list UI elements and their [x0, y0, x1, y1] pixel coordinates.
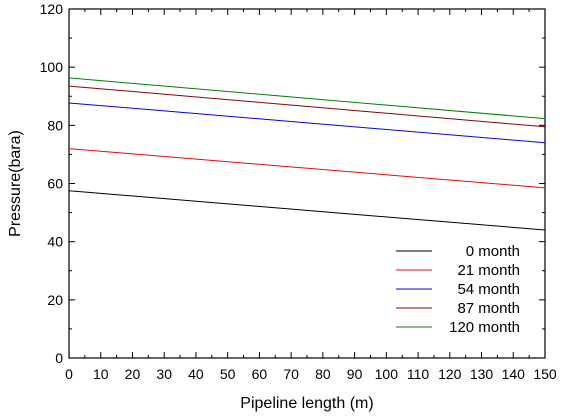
x-tick-label: 60	[252, 366, 268, 382]
x-tick-label: 30	[156, 366, 172, 382]
legend-label-3: 87 month	[457, 300, 520, 317]
y-tick-label: 80	[47, 117, 63, 133]
x-tick-label: 110	[407, 366, 430, 382]
x-tick-label: 10	[93, 366, 109, 382]
y-tick-label: 60	[47, 176, 63, 192]
y-tick-label: 100	[40, 59, 64, 75]
x-axis-label: Pipeline length (m)	[240, 395, 373, 412]
x-tick-label: 40	[188, 366, 204, 382]
series-line-4	[68, 77, 546, 120]
legend-label-2: 54 month	[457, 281, 520, 298]
x-tick-label: 80	[315, 366, 331, 382]
x-tick-label: 20	[125, 366, 141, 382]
legend-label-0: 0 month	[466, 243, 520, 260]
series-line-3	[68, 85, 546, 128]
legend-label-4: 120 month	[449, 319, 520, 336]
series-line-1	[68, 148, 546, 189]
x-tick-label: 90	[347, 366, 363, 382]
y-tick-label: 120	[40, 1, 64, 17]
y-tick-label: 20	[47, 292, 63, 308]
series-line-2	[68, 102, 546, 144]
x-tick-label: 150	[533, 366, 557, 382]
x-tick-label: 130	[470, 366, 494, 382]
x-tick-label: 100	[375, 366, 399, 382]
y-axis-label: Pressure(bara)	[7, 130, 24, 237]
y-tick-label: 0	[55, 350, 63, 366]
x-tick-label: 70	[283, 366, 299, 382]
x-tick-label: 0	[65, 366, 73, 382]
series-line-0	[68, 190, 546, 231]
x-tick-label: 120	[438, 366, 462, 382]
legend-label-1: 21 month	[457, 262, 520, 279]
x-tick-label: 50	[220, 366, 236, 382]
x-tick-label: 140	[502, 366, 526, 382]
y-tick-label: 40	[47, 234, 63, 250]
